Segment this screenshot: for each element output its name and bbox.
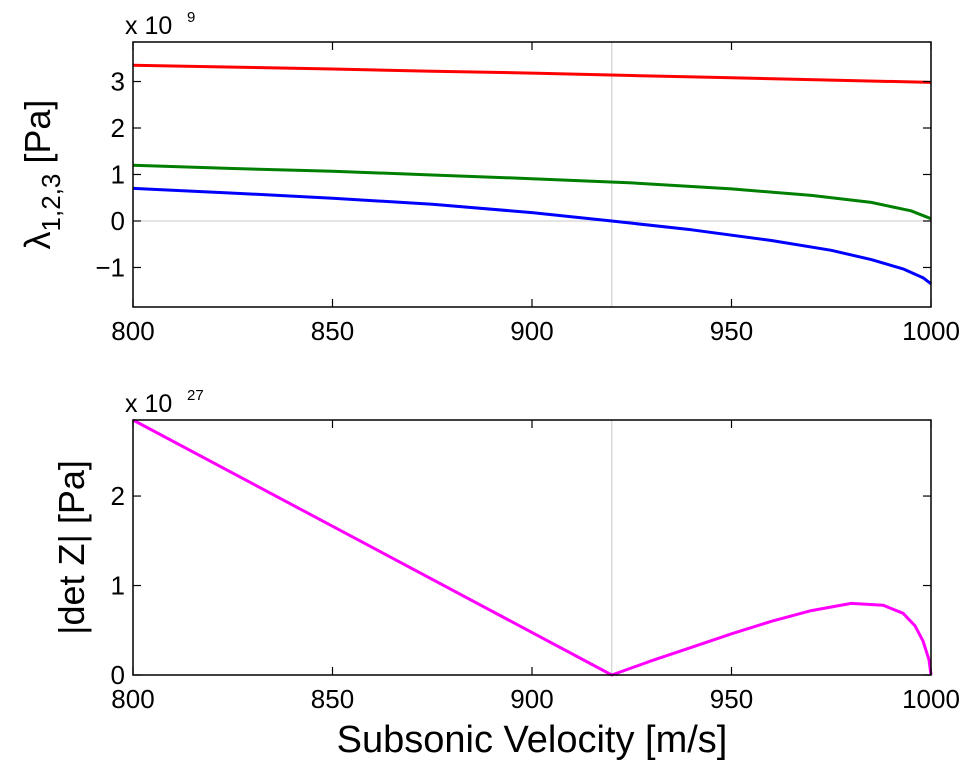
x-tick-label: 950 [710,684,753,714]
x-tick-label: 900 [510,684,553,714]
x-axis-label: Subsonic Velocity [m/s] [337,719,728,760]
exponent-label: x 10 [125,12,172,40]
exponent-power: 9 [187,9,195,26]
y-axis-label-unit: [Pa] [17,100,58,174]
y-axis-label-symbol: λ [17,231,58,249]
top-panel: 800 850 900 950 1000 −1 0 1 2 3x 10 9 λ1,2,3 [Pa] [17,9,960,346]
x-tick-label: 900 [510,316,553,346]
x-tick-label: 1000 [902,316,960,346]
axes-frame [132,41,932,308]
exponent-power: 27 [187,387,204,404]
x-tick-label: 1000 [902,684,960,714]
series-line-1 [132,163,932,221]
x-tick-label: 950 [710,316,753,346]
y-tick-label: −1 [95,252,125,282]
x-tick-label: 850 [311,684,354,714]
y-tick-label: 0 [111,660,125,690]
y-tick-label: 3 [111,67,125,97]
y-tick-label: 0 [111,206,125,236]
y-axis-label: |det Z| [Pa] [51,460,92,635]
y-tick-label: 2 [111,113,125,143]
x-tick-label: 850 [311,316,354,346]
series-line-0 [132,63,932,84]
y-axis-label: λ1,2,3 [Pa] [17,100,66,250]
y-axis-label-subscript: 1,2,3 [36,174,66,232]
series-line-2 [132,186,932,285]
axes-frame [132,419,932,676]
y-tick-label: 1 [111,160,125,190]
y-tick-label: 1 [111,571,125,601]
x-tick-label: 800 [111,684,154,714]
bottom-panel: 800 850 900 950 1000 0 1 2 x 10 27 |det Z| [Pa] [51,387,960,714]
series-line-0 [132,418,933,677]
exponent-label: x 10 [125,390,172,418]
x-tick-label: 800 [111,316,154,346]
y-tick-label: 2 [111,481,125,511]
